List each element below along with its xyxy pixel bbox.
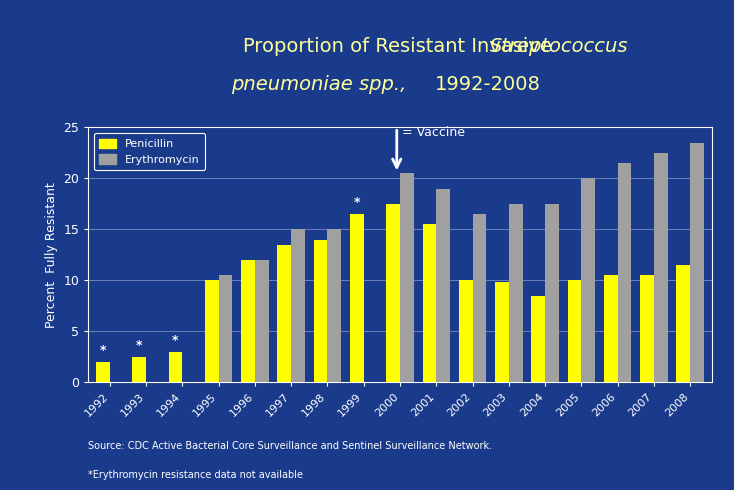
Bar (531, 295, 545, 382)
Legend: Penicillin, Erythromycin: Penicillin, Erythromycin (94, 133, 205, 170)
Bar (459, 280, 473, 382)
Bar (241, 260, 255, 382)
Bar (690, 143, 704, 382)
Text: *: * (354, 196, 360, 209)
Text: Proportion of Resistant Invasive: Proportion of Resistant Invasive (242, 37, 558, 56)
Bar (581, 178, 595, 382)
Bar (509, 204, 523, 382)
Bar (291, 229, 305, 382)
Bar (277, 245, 291, 382)
Bar (96, 362, 110, 382)
Bar (495, 282, 509, 382)
Text: *Erythromycin resistance data not available: *Erythromycin resistance data not availa… (88, 470, 303, 480)
Bar (545, 204, 559, 382)
Bar (567, 280, 581, 382)
Text: pneumoniae spp.,: pneumoniae spp., (231, 75, 407, 94)
Bar (313, 240, 327, 382)
Bar (436, 189, 450, 382)
Bar (219, 275, 233, 382)
Text: *: * (136, 339, 142, 352)
Bar (169, 352, 182, 382)
Bar (473, 214, 487, 382)
Text: = Vaccine: = Vaccine (402, 126, 465, 139)
Bar (205, 280, 219, 382)
Text: *: * (172, 334, 179, 346)
Bar (423, 224, 436, 382)
Bar (132, 357, 146, 382)
Bar (604, 275, 618, 382)
Bar (400, 173, 414, 382)
Bar (386, 204, 400, 382)
Text: 1992-2008: 1992-2008 (435, 75, 540, 94)
Bar (654, 153, 668, 382)
Text: Streptococcus: Streptococcus (490, 37, 628, 56)
Bar (640, 275, 654, 382)
Bar (255, 260, 269, 382)
Bar (618, 163, 631, 382)
Bar (350, 214, 364, 382)
Bar (677, 265, 690, 382)
Y-axis label: Percent  Fully Resistant: Percent Fully Resistant (45, 182, 58, 328)
Bar (327, 229, 341, 382)
Text: Source: CDC Active Bacterial Core Surveillance and Sentinel Surveillance Network: Source: CDC Active Bacterial Core Survei… (88, 441, 493, 451)
Text: *: * (100, 343, 106, 357)
